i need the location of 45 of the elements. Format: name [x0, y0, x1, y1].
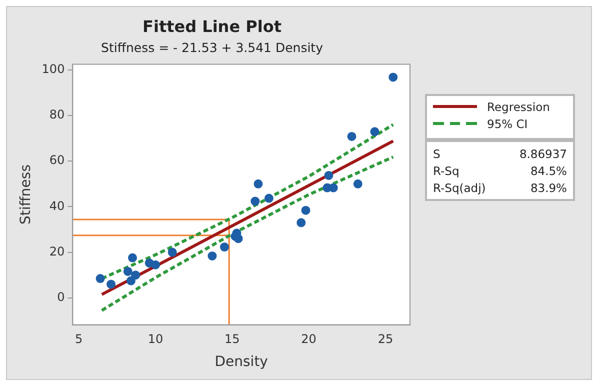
point — [208, 251, 217, 260]
point — [220, 242, 229, 252]
y-tick-label: 40 — [49, 198, 65, 213]
point — [264, 194, 274, 203]
point — [234, 234, 243, 244]
point — [301, 206, 310, 215]
y-tick-label: 100 — [42, 62, 65, 76]
point — [123, 266, 132, 276]
legend-label: 95% CI — [487, 116, 529, 130]
point — [347, 132, 356, 141]
point — [106, 280, 116, 289]
y-tick-label: 20 — [49, 244, 65, 258]
point — [126, 276, 136, 286]
point — [388, 72, 398, 82]
point — [324, 170, 334, 180]
x-axis-title: Density — [214, 354, 268, 370]
legend-label: Regression — [487, 100, 551, 114]
y-tick-label: 80 — [49, 108, 65, 122]
point — [353, 179, 362, 188]
line-series — [100, 155, 395, 312]
x-tick-label: 10 — [148, 332, 164, 346]
y-tick-label: 60 — [49, 153, 65, 168]
point — [131, 270, 140, 280]
x-tick-label: 5 — [75, 332, 83, 346]
point — [96, 274, 105, 284]
chart-subtitle: Stiffness = - 21.53 + 3.541 Density — [101, 40, 324, 55]
point — [150, 260, 160, 270]
x-tick-label: 20 — [301, 332, 316, 346]
y-axis-title: Stiffness — [18, 164, 34, 224]
text: S — [433, 146, 442, 160]
text: R-Sq(adj) — [433, 180, 487, 194]
x-tick-label: 15 — [224, 332, 240, 346]
chart-title: Fitted Line Plot — [142, 16, 282, 36]
point — [370, 127, 380, 136]
point — [254, 179, 263, 188]
text: 84.5% — [530, 164, 567, 178]
point — [128, 253, 137, 262]
point — [168, 248, 177, 257]
text: 8.86937 — [519, 146, 567, 160]
y-tick-label: 0 — [57, 290, 65, 304]
x-tick-label: 25 — [378, 332, 394, 346]
point — [250, 196, 260, 206]
text: 83.9% — [530, 180, 567, 194]
text: R-Sq — [433, 164, 460, 178]
point — [296, 218, 306, 228]
